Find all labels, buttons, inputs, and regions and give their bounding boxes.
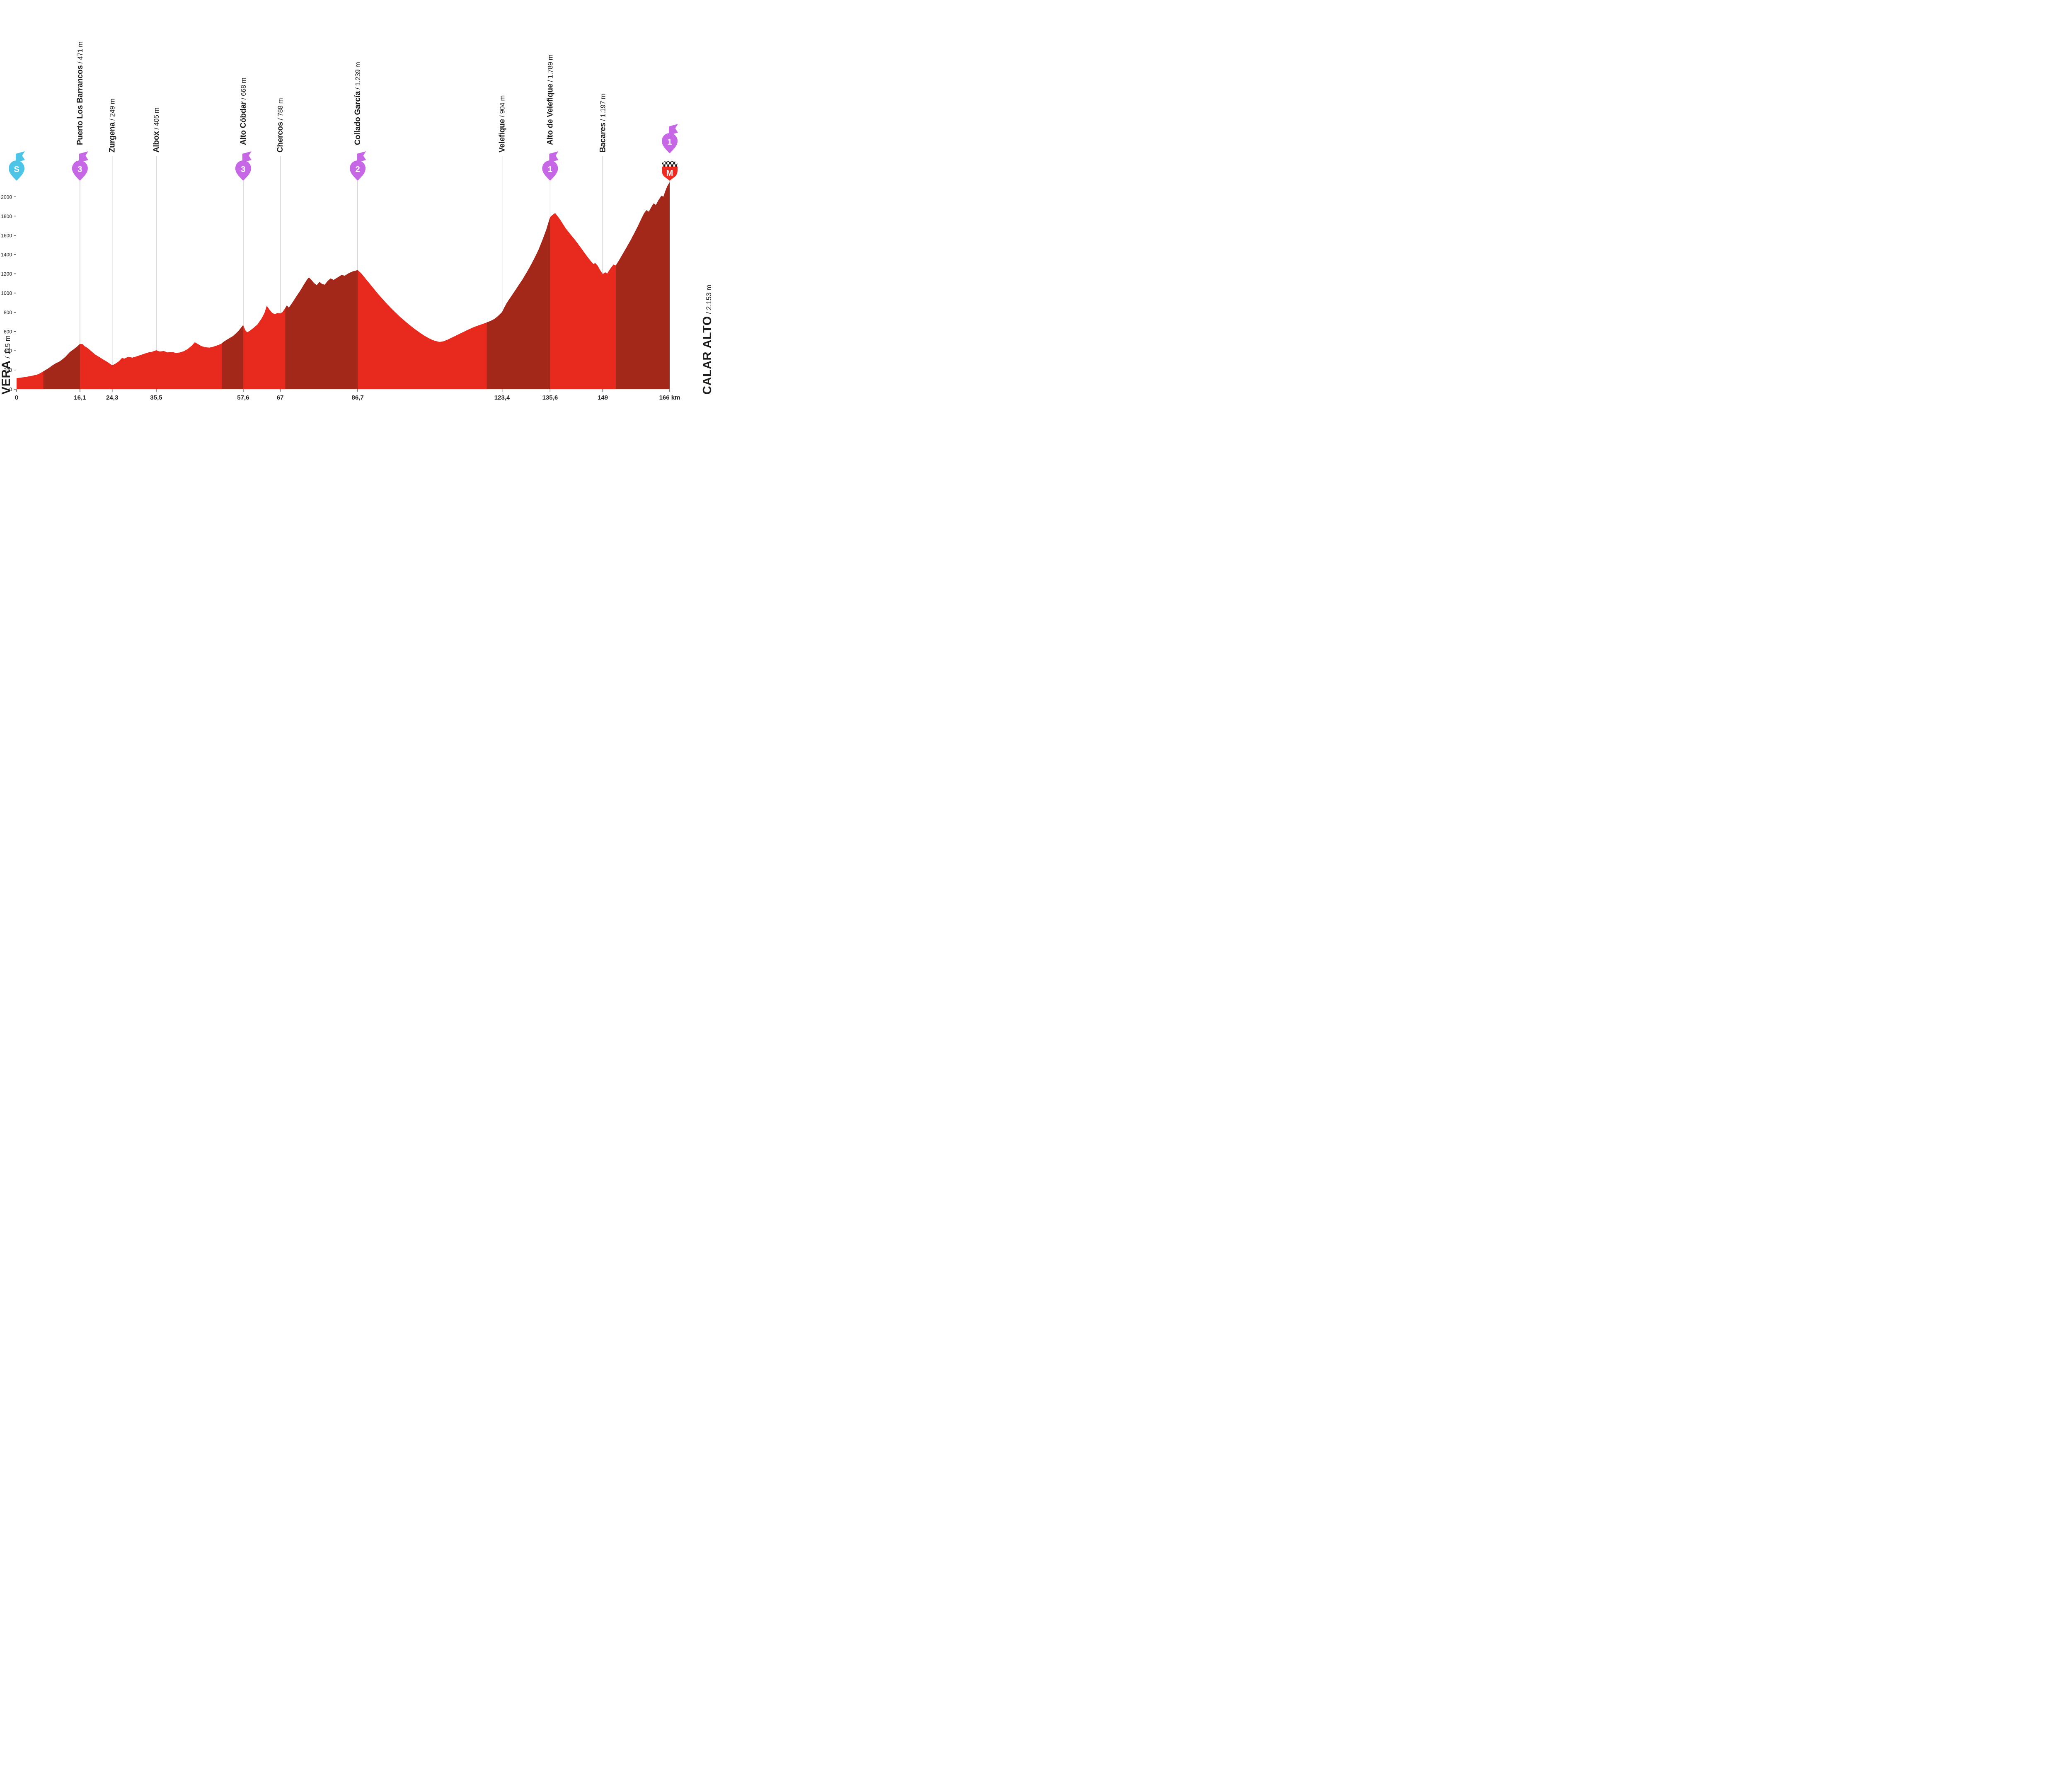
x-tick-label: 24,3 bbox=[106, 394, 118, 401]
y-tick-label: 600 bbox=[4, 329, 12, 334]
finish-letter: M bbox=[666, 169, 673, 178]
waypoint-label: Chercos / 788 m bbox=[276, 98, 285, 153]
waypoint-label: Alto Cóbdar / 668 m bbox=[239, 78, 248, 145]
marker-flag-icon bbox=[549, 151, 559, 162]
x-tick-label: 86,7 bbox=[351, 394, 363, 401]
x-tick-label: 135,6 bbox=[542, 394, 558, 401]
marker-pin bbox=[662, 133, 678, 153]
y-tick-label: 200 bbox=[4, 367, 12, 373]
marker-flag-icon bbox=[357, 151, 366, 162]
start-marker: S bbox=[9, 151, 25, 181]
climb-badges: S 3 3 2 1 1 M bbox=[9, 124, 678, 181]
waypoint-label: Bacares / 1.197 m bbox=[599, 94, 608, 153]
climb-section bbox=[222, 182, 243, 389]
marker-pin bbox=[72, 160, 88, 181]
marker-flag-icon bbox=[79, 151, 88, 162]
y-tick-label: 800 bbox=[4, 310, 12, 315]
marker-number: 1 bbox=[667, 138, 672, 147]
y-tick-label: 400 bbox=[4, 348, 12, 354]
x-tick-label: 67 bbox=[277, 394, 284, 401]
marker-pin bbox=[350, 160, 366, 181]
marker-number: 2 bbox=[356, 165, 360, 174]
marker-number: 1 bbox=[548, 165, 552, 174]
climb-section bbox=[487, 182, 550, 389]
x-tick-label: 16,1 bbox=[74, 394, 86, 401]
waypoint-label: Velefique / 904 m bbox=[498, 95, 507, 153]
marker-flag-icon bbox=[669, 124, 678, 135]
elevation-area bbox=[17, 182, 670, 389]
marker-pin bbox=[9, 160, 24, 181]
marker-number: 3 bbox=[241, 165, 245, 174]
category-marker: 2 bbox=[350, 151, 366, 181]
marker-pin bbox=[235, 160, 251, 181]
waypoint-label: Collado García / 1.239 m bbox=[353, 62, 362, 145]
y-tick-label: 1200 bbox=[1, 271, 12, 277]
x-tick-label: 166 km bbox=[659, 394, 680, 401]
y-tick-label: 1800 bbox=[1, 213, 12, 219]
waypoint-label: Puerto Los Barrancos / 471 m bbox=[76, 41, 85, 145]
waypoint-labels: Puerto Los Barrancos / 471 m Zurgena / 24… bbox=[76, 41, 608, 153]
climb-section bbox=[615, 182, 670, 389]
y-tick-label: 1600 bbox=[1, 233, 12, 238]
waypoint-label: Alto de Velefique / 1.789 m bbox=[546, 55, 554, 145]
marker-number: S bbox=[14, 165, 19, 174]
marker-flag-icon bbox=[16, 151, 25, 162]
category-marker: 3 bbox=[235, 151, 252, 181]
x-tick-label: 123,4 bbox=[494, 394, 510, 401]
climb-section bbox=[43, 182, 80, 389]
climb-section bbox=[285, 182, 358, 389]
axes: 0 200 400 600 800 1000 1200 1400 1600 1800 2000 0 16… bbox=[1, 194, 680, 402]
y-tick-label: 0 bbox=[9, 387, 12, 393]
category-marker: 3 bbox=[72, 151, 88, 181]
start-town-label: VERA / 115 m bbox=[0, 335, 13, 395]
x-tick-label: 35,5 bbox=[150, 394, 162, 401]
category-marker: 1 bbox=[542, 151, 559, 181]
checkered-band-icon bbox=[662, 161, 678, 167]
y-tick-label: 1400 bbox=[1, 252, 12, 258]
finish-town-label: CALAR ALTO / 2.153 m bbox=[701, 285, 714, 395]
stage-profile: 0 200 400 600 800 1000 1200 1400 1600 1800 2000 0 16… bbox=[0, 0, 716, 442]
marker-number: 3 bbox=[77, 165, 82, 174]
marker-flag-icon bbox=[242, 151, 252, 162]
x-tick-label: 0 bbox=[15, 394, 18, 401]
waypoint-lines bbox=[80, 156, 670, 366]
finish-marker: M bbox=[662, 161, 678, 181]
x-tick-label: 149 bbox=[598, 394, 608, 401]
x-tick-label: 57,6 bbox=[237, 394, 249, 401]
y-tick-label: 1000 bbox=[1, 291, 12, 296]
finish-category-marker: 1 bbox=[662, 124, 678, 153]
marker-pin bbox=[542, 160, 558, 181]
y-tick-label: 2000 bbox=[1, 194, 12, 200]
endpoint-labels: VERA / 115 m CALAR ALTO / 2.153 m bbox=[0, 285, 714, 395]
waypoint-label: Albox / 405 m bbox=[152, 108, 161, 153]
waypoint-label: Zurgena / 249 m bbox=[108, 99, 117, 153]
